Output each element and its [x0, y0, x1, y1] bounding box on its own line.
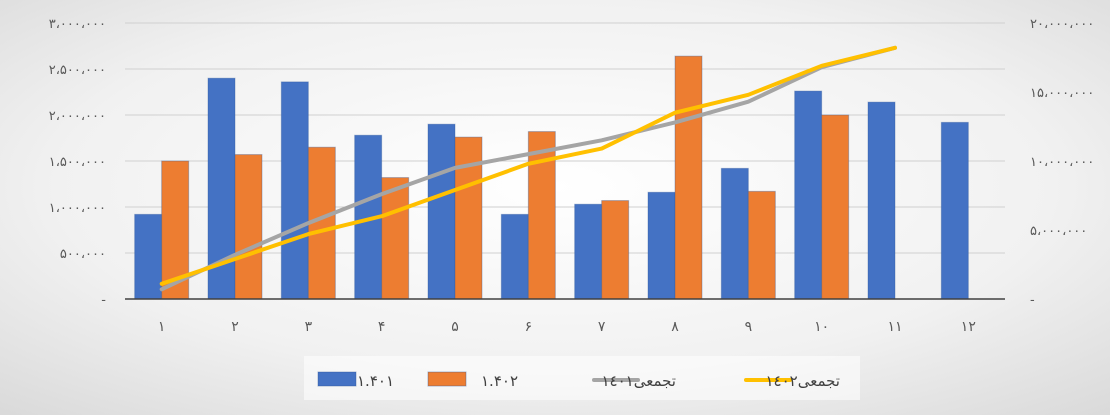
x-tick-label: ١ [158, 319, 166, 335]
bar-series-1402 [527, 131, 556, 300]
y-left-tick-label: ۲،۵۰۰،۰۰۰ [49, 63, 106, 78]
bar-series-1402 [747, 190, 776, 300]
y-left-tick-label: ۲،۰۰۰،۰۰۰ [49, 109, 106, 124]
bar-series-1401 [867, 101, 896, 300]
y-left-tick-label: ۳،۰۰۰،۰۰۰ [49, 17, 106, 32]
bar-series-1401 [134, 213, 163, 300]
y-right-tick-label: ۵،۰۰۰،۰۰۰ [1030, 224, 1087, 239]
x-tick-label: ٢ [231, 319, 239, 335]
bar-series-1402 [601, 200, 630, 300]
x-tick-label: ١١ [887, 319, 902, 335]
y-right-tick-label: ۱۰،۰۰۰،۰۰۰ [1030, 155, 1094, 170]
bar-series-1401 [280, 81, 309, 300]
bar-series-1402 [821, 114, 850, 300]
x-tick-label: ۶ [525, 319, 533, 335]
legend-label: تجمعی١٤٠١ [601, 372, 676, 390]
bar-series-1401 [720, 167, 749, 300]
bar-series-1402 [674, 55, 703, 300]
line-cumulative-1401 [159, 45, 897, 292]
bar-series-1401 [794, 90, 823, 300]
y-right-tick-label: - [1030, 293, 1035, 308]
bar-series-1402 [454, 136, 483, 300]
bar-series-1402 [381, 177, 410, 300]
legend-swatch [317, 371, 357, 387]
line-cumulative-1402 [159, 45, 897, 286]
y-left-tick-label: ۵۰۰،۰۰۰ [60, 247, 106, 262]
y-right-tick-label: ۱۵،۰۰۰،۰۰۰ [1030, 86, 1094, 101]
bar-series-1401 [940, 121, 969, 300]
legend-swatch [427, 371, 467, 387]
legend-label: تجمعی١٤٠٢ [765, 372, 840, 390]
bar-series-1401 [574, 203, 603, 300]
bar-series-1402 [234, 154, 263, 300]
x-tick-label: ٣ [305, 319, 313, 335]
legend-label: ۱.۴۰۲ [481, 372, 518, 390]
bar-series-1401 [427, 123, 456, 300]
x-tick-label: ١٢ [961, 319, 976, 335]
bar-series-1401 [500, 213, 529, 300]
x-tick-label: ١٠ [814, 319, 829, 335]
y-left-tick-label: ۱،۰۰۰،۰۰۰ [49, 201, 106, 216]
x-tick-label: ٨ [671, 319, 679, 335]
x-tick-label: ۵ [451, 319, 459, 335]
x-tick-label: ٩ [745, 319, 753, 335]
legend-label: ۱.۴۰۱ [357, 372, 394, 390]
x-tick-label: ۴ [378, 319, 386, 335]
bar-series-1401 [647, 191, 676, 300]
x-tick-label: ٧ [598, 319, 606, 335]
y-left-tick-label: ۱،۵۰۰،۰۰۰ [49, 155, 106, 170]
y-left-tick-label: - [101, 293, 106, 308]
y-right-tick-label: ۲۰،۰۰۰،۰۰۰ [1030, 17, 1094, 32]
